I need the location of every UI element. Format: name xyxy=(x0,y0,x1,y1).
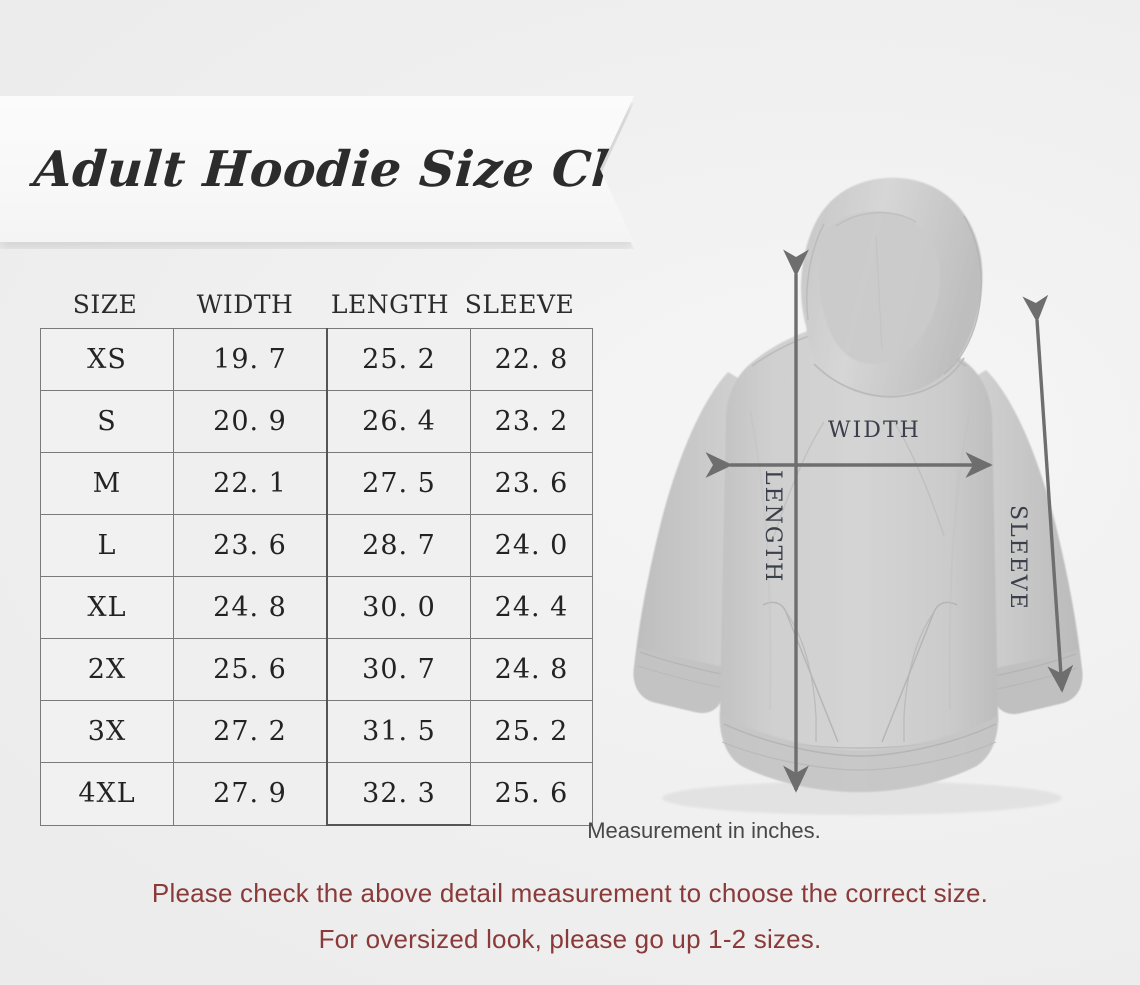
cell-width: 20. 9 xyxy=(173,390,328,453)
footer-notes: Please check the above detail measuremen… xyxy=(0,870,1140,962)
cell-size: M xyxy=(40,452,174,515)
hoodie-graphic xyxy=(633,177,1083,815)
cell-width: 22. 1 xyxy=(173,452,328,515)
cell-length: 25. 2 xyxy=(326,328,471,391)
size-table-block: SIZE WIDTH LENGTH SLEEVE XS 19. 7 25. 2 … xyxy=(40,283,593,826)
column-header-sleeve: SLEEVE xyxy=(464,289,575,319)
cell-length: 30. 0 xyxy=(326,576,471,639)
cell-size: 2X xyxy=(40,638,174,701)
footer-line-1: Please check the above detail measuremen… xyxy=(151,878,989,908)
footer-line-2: For oversized look, please go up 1-2 siz… xyxy=(318,924,822,954)
width-label: WIDTH xyxy=(828,418,921,443)
column-header-size: SIZE xyxy=(72,289,138,319)
cell-length: 30. 7 xyxy=(326,638,471,701)
cell-length: 32. 3 xyxy=(326,762,471,826)
column-header-width: WIDTH xyxy=(196,289,294,319)
column-header-length: LENGTH xyxy=(330,289,450,319)
cell-sleeve: 22. 8 xyxy=(470,328,593,391)
measurement-units-note: Measurement in inches. xyxy=(0,818,1140,844)
cell-length: 31. 5 xyxy=(326,700,471,763)
title-banner: Adult Hoodie Size Chart xyxy=(0,96,634,249)
cell-size: XS xyxy=(40,328,174,391)
cell-width: 24. 8 xyxy=(173,576,328,639)
cell-length: 26. 4 xyxy=(326,390,471,453)
table-row: XS 19. 7 25. 2 22. 8 xyxy=(40,328,593,391)
cell-size: 3X xyxy=(40,700,174,763)
cell-size: L xyxy=(40,514,174,577)
cell-sleeve: 25. 2 xyxy=(470,700,593,763)
table-row: XL 24. 8 30. 0 24. 4 xyxy=(40,576,593,639)
table-row: M 22. 1 27. 5 23. 6 xyxy=(40,452,593,515)
table-row: 4XL 27. 9 32. 3 25. 6 xyxy=(40,762,593,826)
cell-width: 23. 6 xyxy=(173,514,328,577)
cell-sleeve: 25. 6 xyxy=(470,762,593,826)
cell-sleeve: 24. 0 xyxy=(470,514,593,577)
sleeve-dimension-arrow xyxy=(1022,294,1074,693)
cell-sleeve: 23. 6 xyxy=(470,452,593,515)
table-row: S 20. 9 26. 4 23. 2 xyxy=(40,390,593,453)
cell-size: 4XL xyxy=(40,762,174,826)
cell-width: 27. 2 xyxy=(173,700,328,763)
size-table-headers: SIZE WIDTH LENGTH SLEEVE xyxy=(40,283,579,325)
cell-sleeve: 23. 2 xyxy=(470,390,593,453)
hoodie-illustration: WIDTH LENGTH SLEEVE xyxy=(600,150,1120,820)
cell-sleeve: 24. 8 xyxy=(470,638,593,701)
cell-size: S xyxy=(40,390,174,453)
cell-width: 27. 9 xyxy=(173,762,328,826)
sleeve-label: SLEEVE xyxy=(1005,505,1030,611)
cell-length: 27. 5 xyxy=(326,452,471,515)
table-row: 3X 27. 2 31. 5 25. 2 xyxy=(40,700,593,763)
table-row: 2X 25. 6 30. 7 24. 8 xyxy=(40,638,593,701)
length-label: LENGTH xyxy=(760,470,785,584)
cell-width: 19. 7 xyxy=(173,328,328,391)
size-table: XS 19. 7 25. 2 22. 8 S 20. 9 26. 4 23. 2… xyxy=(40,328,593,826)
measurement-units-text: Measurement in inches. xyxy=(587,818,821,843)
cell-sleeve: 24. 4 xyxy=(470,576,593,639)
cell-width: 25. 6 xyxy=(173,638,328,701)
table-row: L 23. 6 28. 7 24. 0 xyxy=(40,514,593,577)
banner-ribbon: Adult Hoodie Size Chart xyxy=(0,96,634,242)
cell-size: XL xyxy=(40,576,174,639)
cell-length: 28. 7 xyxy=(326,514,471,577)
